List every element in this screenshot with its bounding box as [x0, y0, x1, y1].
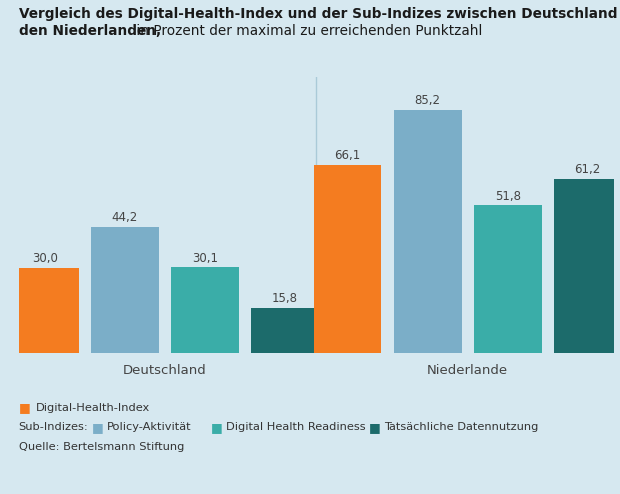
- Text: 15,8: 15,8: [272, 292, 298, 305]
- Bar: [91, 227, 159, 353]
- Text: 30,1: 30,1: [192, 251, 218, 264]
- Text: Sub-Indizes:: Sub-Indizes:: [19, 422, 88, 432]
- Text: Digital Health Readiness: Digital Health Readiness: [226, 422, 365, 432]
- Text: 51,8: 51,8: [495, 190, 521, 203]
- Bar: [554, 179, 620, 353]
- Bar: [314, 165, 381, 353]
- Text: den Niederlanden,: den Niederlanden,: [19, 24, 161, 38]
- Bar: [171, 267, 239, 353]
- Text: 85,2: 85,2: [415, 94, 441, 107]
- Text: 44,2: 44,2: [112, 211, 138, 224]
- Text: 30,0: 30,0: [32, 252, 58, 265]
- Text: Digital-Health-Index: Digital-Health-Index: [36, 403, 150, 412]
- Bar: [11, 268, 79, 353]
- Bar: [251, 308, 319, 353]
- Text: in Prozent der maximal zu erreichenden Punktzahl: in Prozent der maximal zu erreichenden P…: [132, 24, 482, 38]
- Text: ■: ■: [19, 401, 30, 414]
- Bar: [474, 206, 542, 353]
- Text: 66,1: 66,1: [334, 149, 361, 162]
- Text: Policy-Aktivität: Policy-Aktivität: [107, 422, 191, 432]
- Text: ■: ■: [211, 421, 223, 434]
- Text: Quelle: Bertelsmann Stiftung: Quelle: Bertelsmann Stiftung: [19, 442, 184, 452]
- Bar: [394, 110, 461, 353]
- Text: ■: ■: [92, 421, 104, 434]
- Text: 61,2: 61,2: [575, 163, 601, 176]
- Text: Tatsächliche Datennutzung: Tatsächliche Datennutzung: [384, 422, 538, 432]
- Text: ■: ■: [369, 421, 381, 434]
- Text: Vergleich des Digital-Health-Index und der Sub-Indizes zwischen Deutschland und: Vergleich des Digital-Health-Index und d…: [19, 7, 620, 21]
